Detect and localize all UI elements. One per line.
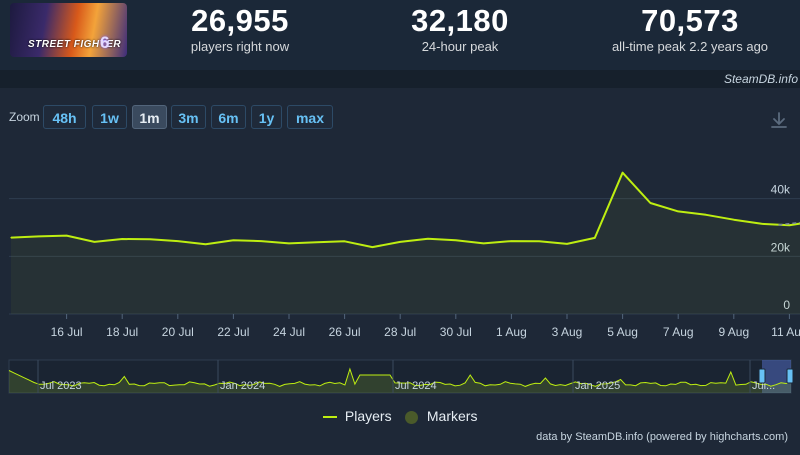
zoom-1y-button[interactable]: 1y [251, 105, 282, 129]
legend-markers-label: Markers [426, 408, 478, 424]
game-logo-number: 6 [100, 33, 110, 52]
zoom-1w-button[interactable]: 1w [92, 105, 127, 129]
stat-value: 70,573 [641, 3, 739, 38]
zoom-1m-button[interactable]: 1m [132, 105, 167, 129]
stat-value: 32,180 [411, 3, 509, 38]
zoom-3m-button[interactable]: 3m [171, 105, 206, 129]
stats-header: STREET FIGHTER 6 26,955 players right no… [0, 0, 800, 70]
footer-credit[interactable]: data by SteamDB.info (powered by highcha… [536, 431, 788, 443]
source-credit[interactable]: SteamDB.info [723, 72, 798, 86]
zoom-6m-button[interactable]: 6m [211, 105, 246, 129]
stat-label: all-time peak 2.2 years ago [611, 39, 769, 54]
zoom-label: Zoom [9, 110, 40, 124]
stat-label: 24-hour peak [421, 39, 499, 54]
zoom-48h-button[interactable]: 48h [43, 105, 86, 129]
stat-24h-peak: 32,180 24-hour peak [380, 4, 540, 56]
stat-label: players right now [190, 39, 290, 54]
chart-area [0, 88, 800, 455]
source-credit-bar: SteamDB.info [0, 70, 800, 88]
zoom-max-button[interactable]: max [287, 105, 333, 129]
stat-value: 26,955 [191, 3, 289, 38]
markers-legend-dot-icon [405, 410, 418, 424]
stat-current-players: 26,955 players right now [160, 4, 320, 56]
legend-players-label: Players [344, 408, 392, 424]
game-header-image[interactable]: STREET FIGHTER 6 [10, 3, 127, 57]
download-icon[interactable] [769, 110, 789, 130]
stat-all-time-peak: 70,573 all-time peak 2.2 years ago [590, 4, 790, 56]
legend-markers[interactable]: Markers [405, 408, 477, 424]
legend-players[interactable]: Players [323, 408, 392, 424]
game-logo-text: STREET FIGHTER [28, 39, 122, 50]
players-legend-line-icon [323, 416, 337, 419]
